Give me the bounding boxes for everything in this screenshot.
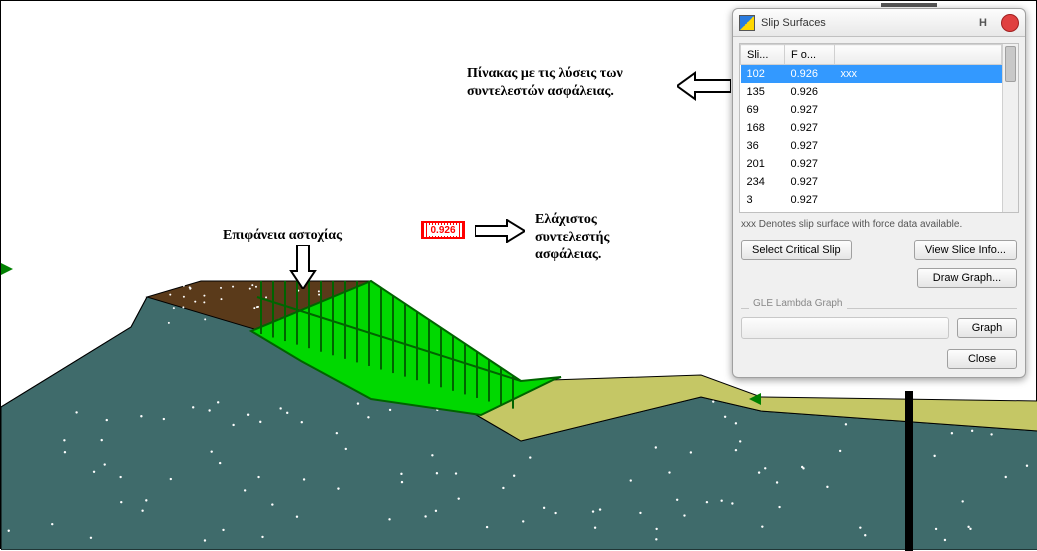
dialog-titlebar[interactable]: Slip Surfaces H	[733, 9, 1025, 37]
footnote-text: xxx Denotes slip surface with force data…	[741, 219, 1017, 230]
table-row[interactable]: 1350.926	[741, 83, 1002, 101]
gle-lambda-group: GLE Lambda Graph Graph	[741, 298, 1017, 339]
arrow-down-icon	[289, 245, 317, 289]
pole	[905, 391, 913, 551]
dialog-title: Slip Surfaces	[761, 17, 965, 29]
col-sli[interactable]: Sli...	[741, 45, 785, 65]
annotation-table-note: Πίνακας με τις λύσεις των συντελεστών ασ…	[467, 65, 667, 100]
draw-graph-button[interactable]: Draw Graph...	[917, 268, 1017, 288]
slip-surfaces-dialog: Slip Surfaces H Sli... F o... 1020.926xx…	[732, 8, 1026, 378]
col-fo[interactable]: F o...	[785, 45, 835, 65]
lambda-dropdown[interactable]	[741, 317, 949, 339]
scrollbar-thumb[interactable]	[1005, 46, 1016, 82]
arrow-left-icon	[677, 71, 731, 101]
table-row[interactable]: 30.927	[741, 191, 1002, 209]
dialog-minimize-icon[interactable]: H	[971, 17, 995, 29]
dialog-close-icon[interactable]	[1001, 14, 1019, 32]
graph-button[interactable]: Graph	[957, 318, 1017, 338]
scrollbar[interactable]	[1002, 44, 1018, 212]
table-row[interactable]: 1020.926xxx	[741, 65, 1002, 83]
table-header-row[interactable]: Sli... F o...	[741, 45, 1002, 65]
table-row[interactable]: 2340.927	[741, 173, 1002, 191]
select-critical-slip-button[interactable]: Select Critical Slip	[741, 240, 852, 260]
table-row[interactable]: 360.927	[741, 137, 1002, 155]
gle-lambda-label: GLE Lambda Graph	[749, 298, 847, 309]
view-slice-info-button[interactable]: View Slice Info...	[914, 240, 1017, 260]
slip-table: Sli... F o... 1020.926xxx1350.926690.927…	[739, 43, 1019, 213]
table-row[interactable]: 1680.927	[741, 119, 1002, 137]
arrow-right-icon	[475, 219, 525, 243]
table-row[interactable]: 690.927	[741, 101, 1002, 119]
dialog-app-icon	[739, 15, 755, 31]
annotation-min-factor: Ελάχιστος συντελεστής ασφάλειας.	[535, 211, 645, 264]
min-fos-marker: 0.926	[421, 221, 465, 239]
annotation-failure-surface: Επιφάνεια αστοχίας	[223, 227, 342, 245]
close-button[interactable]: Close	[947, 349, 1017, 369]
table-row[interactable]: 2010.927	[741, 155, 1002, 173]
